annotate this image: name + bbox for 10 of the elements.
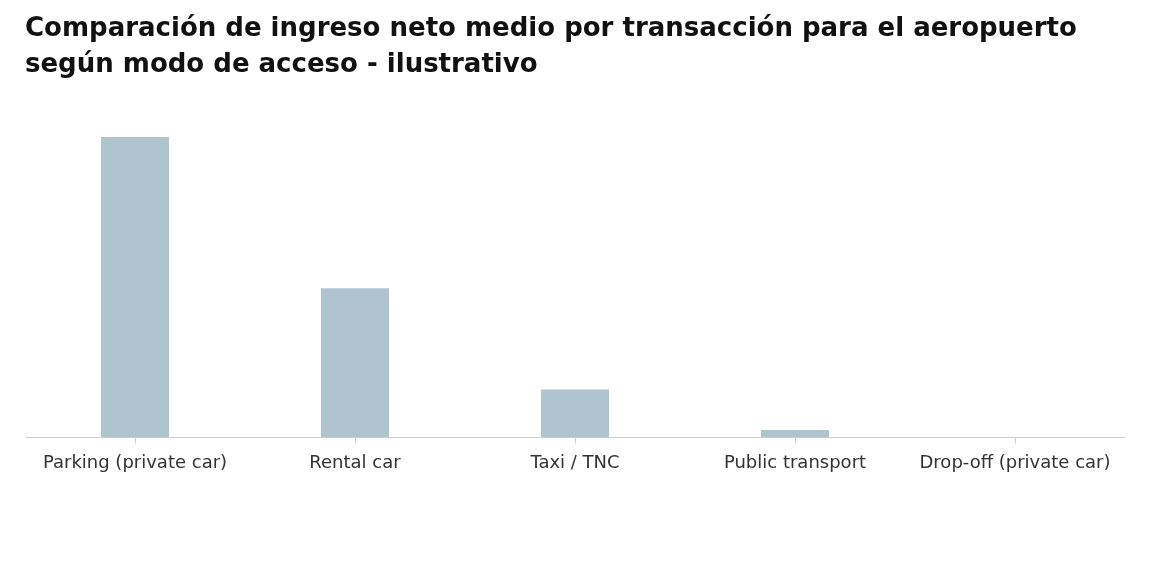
bar — [101, 137, 169, 437]
bar — [541, 389, 609, 437]
x-tick-label: Public transport — [723, 450, 867, 472]
x-tick-label: Rental car — [309, 450, 402, 472]
x-tick-label: Parking (private car) — [42, 450, 228, 472]
chart-title: Comparación de ingreso neto medio por transacción para el aeropuerto según modo de acceso - ilustrativo — [25, 12, 1077, 78]
bar — [761, 430, 829, 437]
x-tick-label: Taxi / TNC — [529, 450, 620, 472]
x-tick-label: Drop-off (private car) — [919, 450, 1111, 472]
bar — [321, 288, 389, 437]
